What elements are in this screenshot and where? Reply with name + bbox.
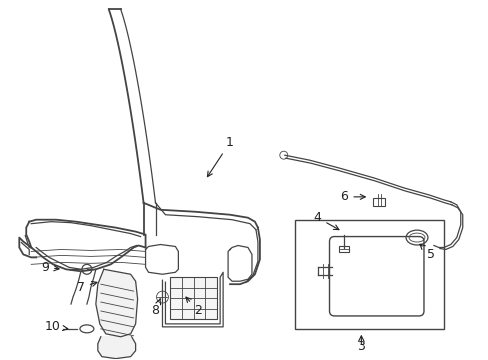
Text: 7: 7 xyxy=(77,281,97,294)
Text: 3: 3 xyxy=(357,340,365,353)
Text: 9: 9 xyxy=(41,261,59,274)
Polygon shape xyxy=(96,269,137,337)
Bar xyxy=(294,220,443,329)
Text: 4: 4 xyxy=(313,211,338,230)
Text: 5: 5 xyxy=(419,244,434,261)
Text: 2: 2 xyxy=(185,297,202,318)
Text: 1: 1 xyxy=(207,136,234,177)
Bar xyxy=(339,247,349,252)
Text: 6: 6 xyxy=(340,190,365,203)
Text: 8: 8 xyxy=(151,299,160,318)
Bar xyxy=(372,198,385,206)
Text: 10: 10 xyxy=(45,320,68,333)
Bar xyxy=(170,277,217,319)
Polygon shape xyxy=(98,337,135,359)
